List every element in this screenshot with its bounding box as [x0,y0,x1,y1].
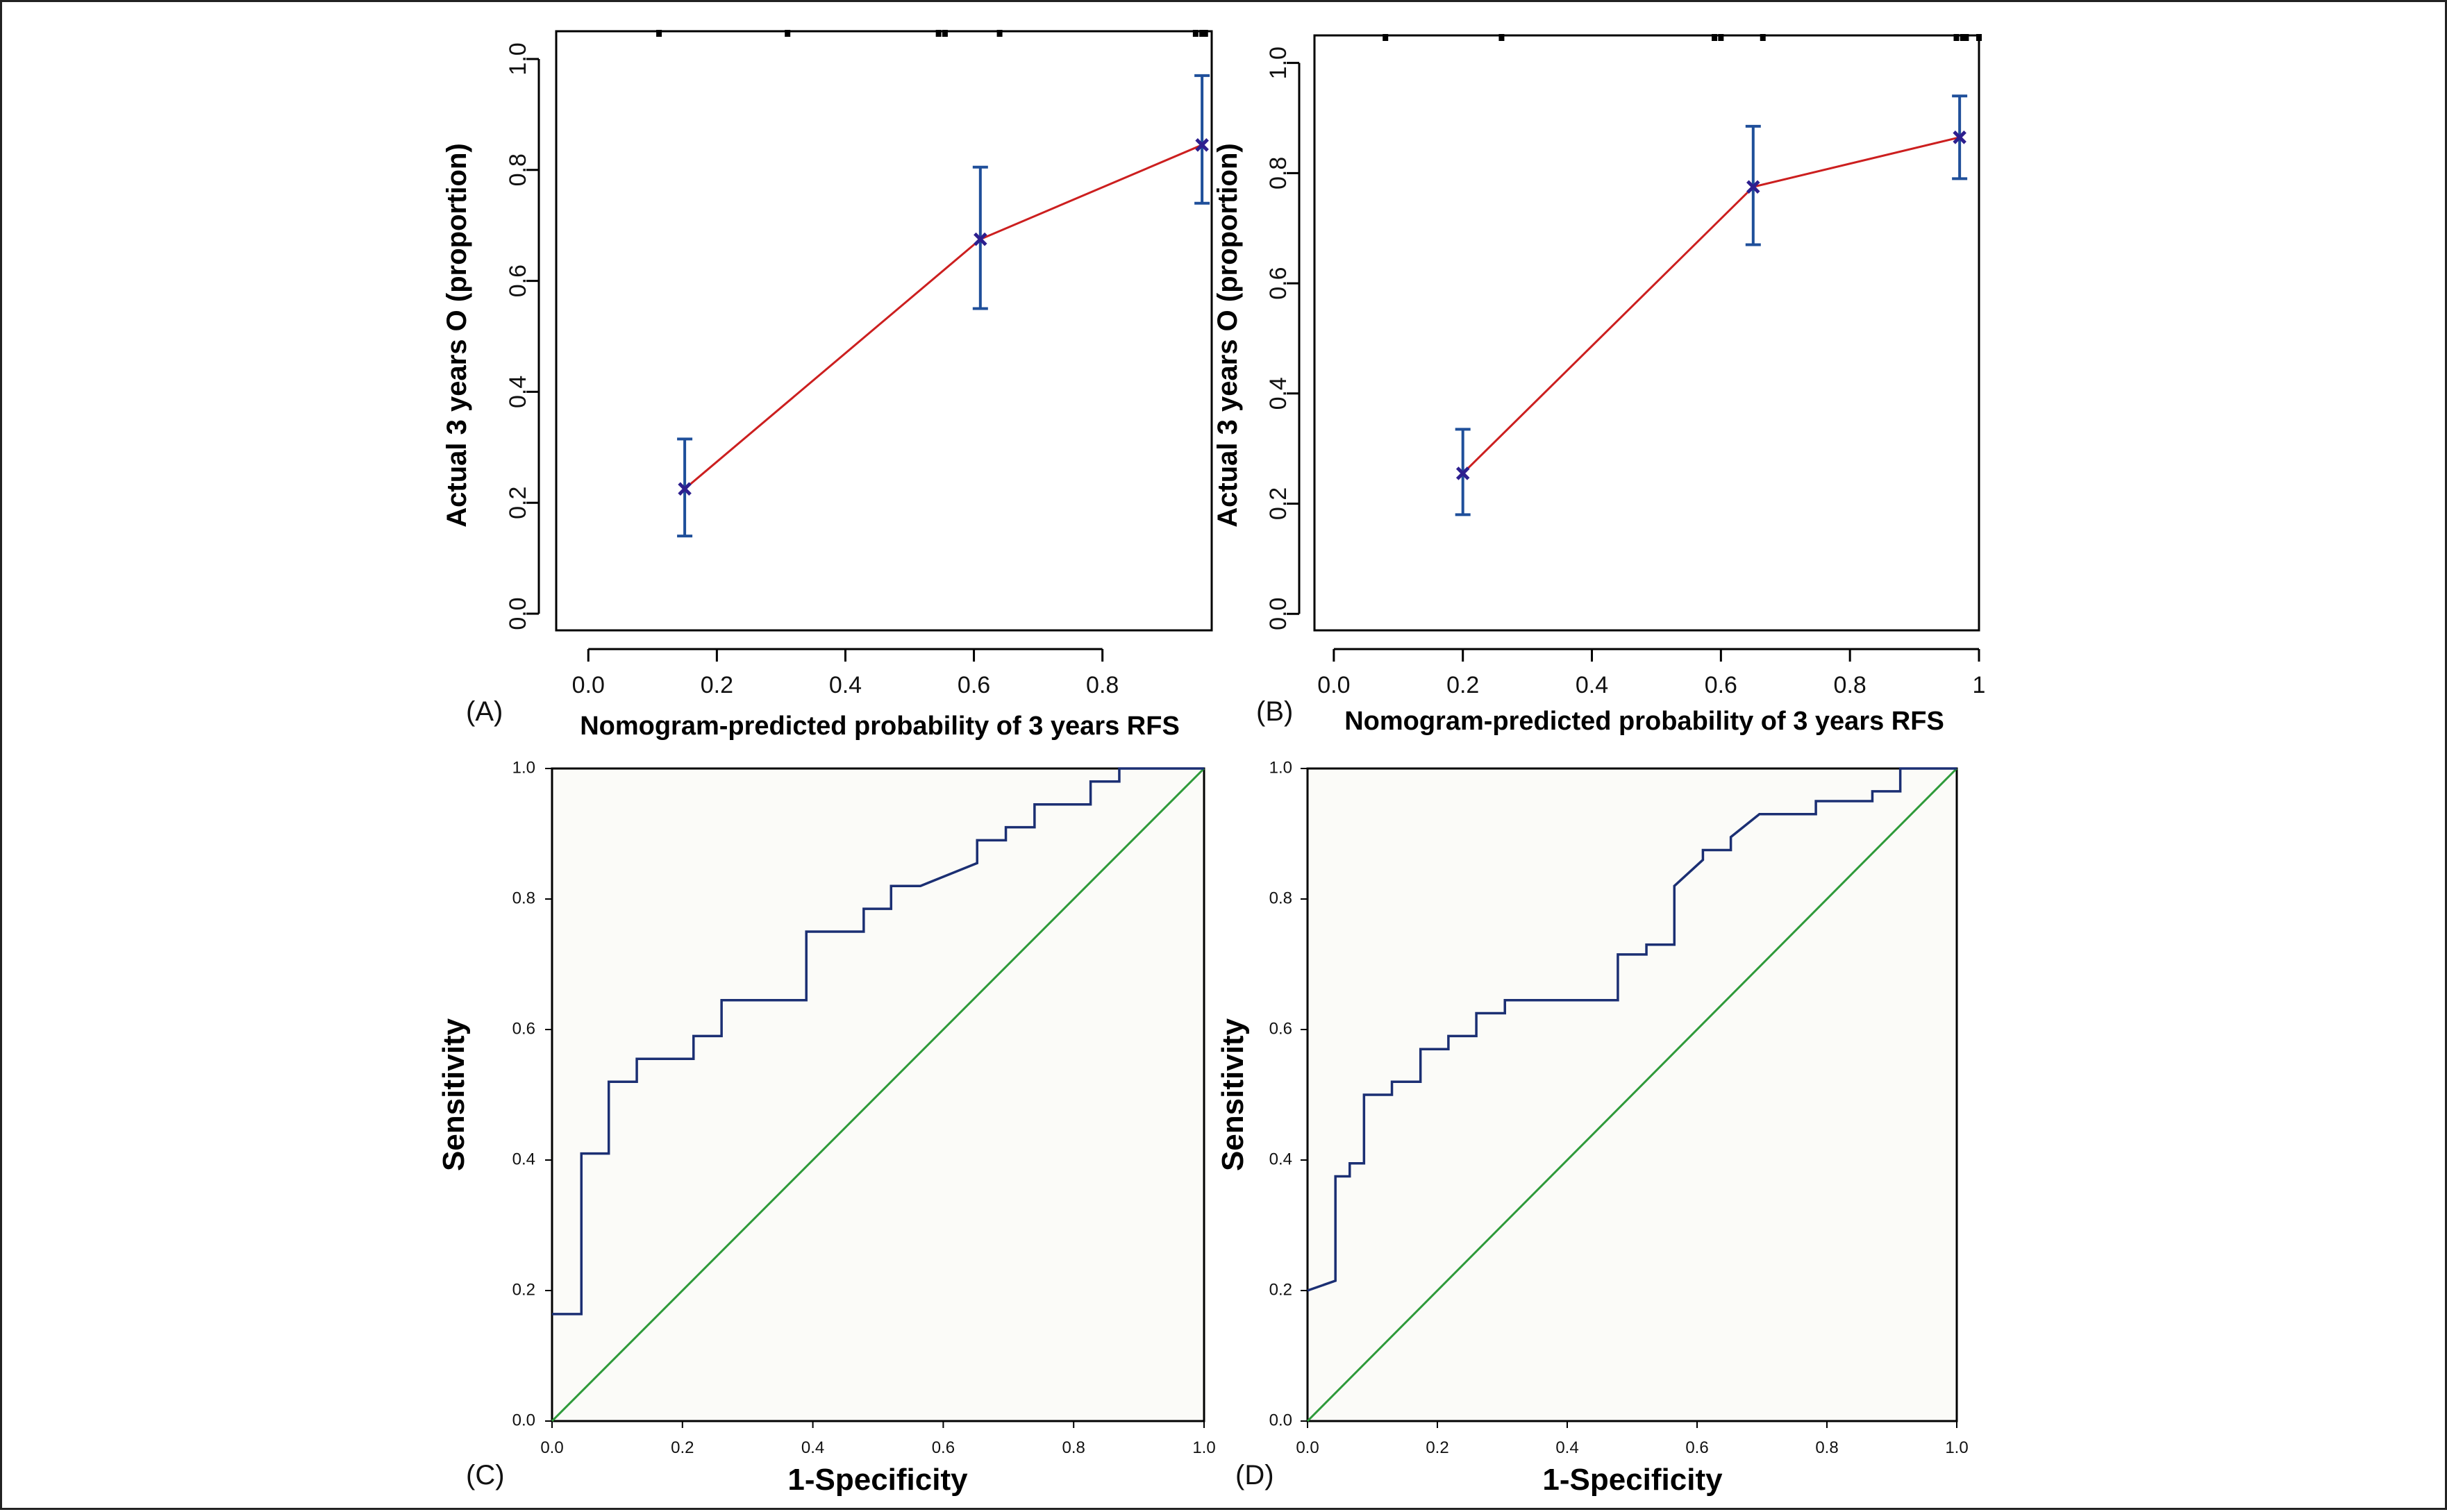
y-tick-label: 0.0 [512,1411,535,1429]
y-tick-label: 0.4 [1265,377,1292,410]
y-tick-label: 0.4 [1269,1150,1292,1168]
x-axis-title: 1-Specificity [1542,1463,1723,1497]
y-axis-title: Actual 3 years O (proportion) [1212,143,1243,527]
x-tick-label: 1.0 [1945,1438,1968,1457]
rug-tick [1760,34,1766,41]
y-tick-label: 0.6 [512,1019,535,1038]
rug-tick [1498,34,1505,41]
chart-panel-a: 0.0 0.2 0.4 0.6 0.8 0.0 0.2 0.4 0.6 0.8 1.0 Nomogra… [442,30,1213,741]
x-tick-label: 0.2 [1426,1438,1448,1457]
x-axis-title: Nomogram-predicted probability of 3 year… [580,712,1180,741]
reference-diagonal-line [551,767,1205,1422]
y-tick-label: 0.4 [512,1150,535,1168]
x-tick-label: 1 [1973,672,1986,698]
rug-tick [1383,34,1389,41]
y-tick-label: 0.2 [1269,1280,1292,1299]
rug-tick [1718,34,1724,41]
rug-tick [1202,30,1208,37]
y-axis-title: Actual 3 years O (proportion) [442,143,472,527]
y-tick-label: 0.6 [505,264,531,297]
x-tick-label: 0.8 [1086,672,1119,698]
y-tick-label: 0.0 [1265,598,1292,630]
chart-panel-c: 0.0 0.2 0.4 0.6 0.8 1.0 0.0 0.2 0.4 0.6 0.8 1.0 1-Sp… [437,758,1216,1497]
data-point-marker [1195,138,1209,152]
rug-tick [1960,34,1966,41]
x-tick-label: 0.2 [701,672,733,698]
data-point-marker [1455,467,1470,480]
roc-curve [1307,767,1957,1292]
rug-tick [942,30,948,37]
x-tick-label: 0.4 [829,672,862,698]
data-point-marker [974,232,987,246]
y-tick-label: 0.8 [505,153,531,186]
x-tick-label: 0.0 [1296,1438,1319,1457]
x-axis-title: 1-Specificity [787,1463,968,1497]
y-tick-label: 0.8 [512,889,535,907]
y-tick-label: 0.2 [505,487,531,519]
reference-diagonal-line [1306,767,1958,1422]
rug-tick [996,30,1003,37]
rug-tick [1712,34,1718,41]
rug-tick [656,30,662,37]
rug-tick [1976,34,1982,41]
x-tick-label: 0.8 [1815,1438,1838,1457]
rug-tick [1199,30,1205,37]
plot-frame [555,30,1213,632]
x-tick-label: 0.8 [1834,672,1866,698]
y-tick-label: 1.0 [1265,47,1292,79]
plot-frame [1313,34,1980,632]
y-tick-label: 0.0 [1269,1411,1292,1429]
data-point-marker [678,482,692,496]
y-tick-label: 0.2 [512,1280,535,1299]
chart-panel-d: 0.0 0.2 0.4 0.6 0.8 1.0 0.0 0.2 0.4 0.6 0.8 1.0 1-Sp… [1216,758,1969,1497]
x-axis-title: Nomogram-predicted probability of 3 year… [1344,707,1944,736]
x-tick-label: 0.0 [572,672,605,698]
y-tick-label: 0.6 [1265,267,1292,299]
y-tick-label: 0.2 [1265,487,1292,520]
x-tick-label: 0.4 [801,1438,824,1457]
x-tick-label: 1.0 [1192,1438,1215,1457]
data-point-marker [1746,180,1760,194]
panel-label: (D) [1235,1460,1274,1490]
x-tick-label: 0.0 [1317,672,1350,698]
y-tick-label: 1.0 [505,42,531,75]
panel-label: (B) [1256,696,1293,727]
x-tick-label: 0.6 [1685,1438,1708,1457]
y-axis-title: Sensitivity [1216,1018,1250,1171]
data-point-marker [1953,131,1966,144]
x-tick-label: 0.4 [1555,1438,1578,1457]
x-tick-label: 0.2 [1446,672,1479,698]
x-tick-label: 0.4 [1576,672,1608,698]
panel-label: (A) [466,696,503,727]
y-tick-label: 1.0 [1269,758,1292,777]
y-tick-label: 0.0 [505,597,531,630]
y-tick-label: 0.8 [1265,157,1292,190]
x-tick-label: 0.6 [1705,672,1737,698]
rug-tick [935,30,942,37]
rug-tick [1192,30,1199,37]
y-tick-label: 0.6 [1269,1019,1292,1038]
x-tick-label: 0.6 [958,672,990,698]
y-tick-label: 0.4 [505,376,531,408]
panel-label: (C) [466,1460,505,1490]
x-tick-label: 0.2 [671,1438,694,1457]
rug-tick [1963,34,1969,41]
rug-tick [1953,34,1960,41]
y-tick-label: 1.0 [512,758,535,777]
y-axis-title: Sensitivity [437,1018,471,1171]
y-tick-label: 0.8 [1269,889,1292,907]
x-tick-label: 0.8 [1062,1438,1085,1457]
roc-curve [552,767,1204,1316]
x-tick-label: 0.6 [932,1438,955,1457]
rug-tick [785,30,791,37]
chart-panel-b: 0.0 0.2 0.4 0.6 0.8 1 0.0 0.2 0.4 0.6 0.8 1.0 Nomogr… [1212,34,1985,736]
x-tick-label: 0.0 [540,1438,563,1457]
